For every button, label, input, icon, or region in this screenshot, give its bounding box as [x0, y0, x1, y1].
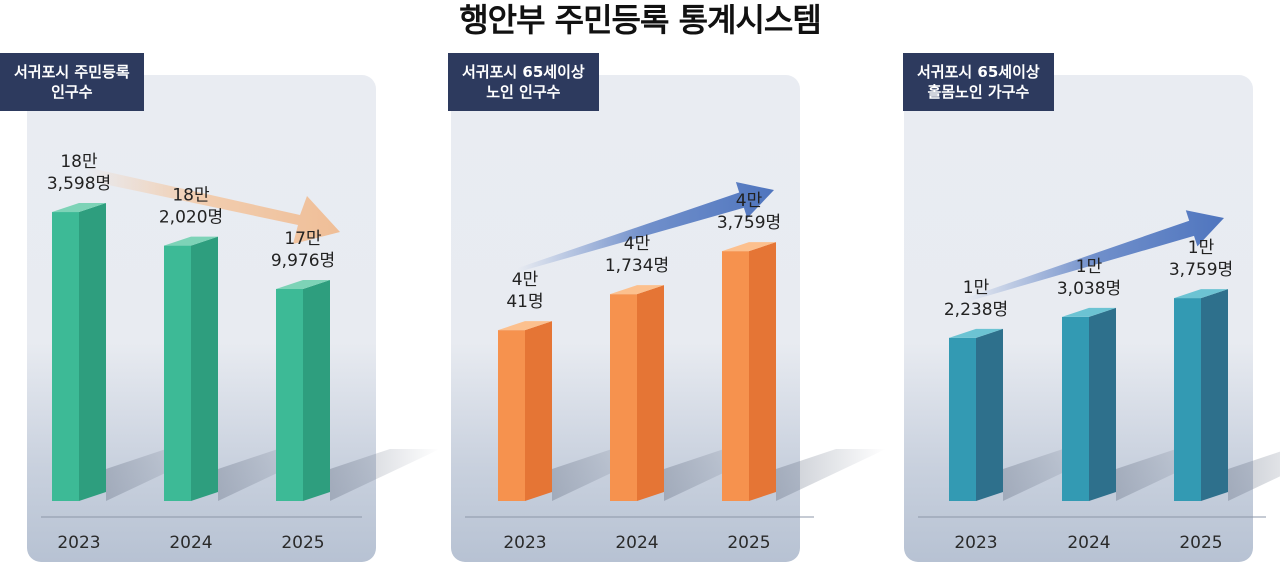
bar-top	[52, 203, 106, 213]
chart-title-line: 서귀포시 65세이상	[462, 63, 585, 81]
bar-front	[1174, 298, 1201, 501]
tick-label: 2025	[281, 533, 324, 553]
bar-side	[749, 242, 776, 501]
data-label: 1,734명	[605, 256, 669, 276]
data-label: 4만	[736, 191, 763, 211]
data-label: 17만	[284, 229, 322, 249]
data-label: 3,038명	[1057, 279, 1121, 299]
trend-arrow-down	[85, 168, 340, 244]
bar-shadow	[1228, 451, 1280, 501]
chart-title-line: 홀몸노인 가구수	[927, 83, 1030, 101]
trend-arrow-up	[965, 210, 1224, 302]
bar-front	[610, 294, 637, 501]
data-label: 4만	[512, 270, 539, 290]
bar-side	[637, 285, 664, 501]
bar-side	[191, 236, 218, 501]
chart-title-line: 인구수	[51, 83, 93, 101]
bar-front	[52, 212, 79, 502]
page-title: 행안부 주민등록 통계시스템	[459, 1, 822, 39]
bar-top	[722, 242, 776, 252]
bar-top	[498, 321, 552, 331]
bar-side	[1089, 307, 1116, 501]
chart-title-line: 서귀포시 65세이상	[917, 63, 1040, 81]
bar-front	[164, 245, 191, 501]
tick-label: 2023	[57, 533, 100, 553]
bar-top	[949, 328, 1003, 338]
chart-title-single-elderly: 서귀포시 65세이상 홀몸노인 가구수	[903, 53, 1054, 111]
tick-label: 2024	[169, 533, 212, 553]
data-label: 41명	[506, 292, 543, 312]
chart-title-population: 서귀포시 주민등록 인구수	[0, 53, 144, 111]
bar-side	[79, 203, 106, 502]
data-label: 3,598명	[47, 174, 111, 194]
data-label: 2,238명	[944, 300, 1008, 320]
bar-shadow	[330, 449, 440, 501]
bar-top	[610, 285, 664, 295]
tick-label: 2024	[1067, 533, 1110, 553]
chart-title-elderly: 서귀포시 65세이상 노인 인구수	[448, 53, 599, 111]
data-label: 18만	[172, 186, 210, 206]
tick-label: 2023	[503, 533, 546, 553]
data-label: 1만	[1188, 238, 1215, 258]
bar-top	[276, 280, 330, 290]
chart-title-line: 서귀포시 주민등록	[14, 63, 130, 81]
tick-label: 2025	[1179, 533, 1222, 553]
data-label: 1만	[963, 278, 990, 298]
data-label: 4만	[624, 234, 651, 254]
data-label: 9,976명	[271, 251, 335, 271]
bar-side	[1201, 289, 1228, 501]
data-label: 3,759명	[717, 213, 781, 233]
chart-title-line: 노인 인구수	[486, 83, 561, 101]
bar-front	[949, 337, 976, 501]
trend-arrow-up	[517, 182, 774, 272]
bar-top	[164, 236, 218, 246]
data-label: 2,020명	[159, 208, 223, 228]
bar-top	[1174, 289, 1228, 299]
bar-top	[1062, 307, 1116, 317]
bar-front	[1062, 316, 1089, 501]
tick-label: 2024	[615, 533, 658, 553]
bar-front	[722, 251, 749, 501]
bar-front	[276, 289, 303, 501]
bar-shadow	[776, 449, 886, 501]
data-label: 3,759명	[1169, 260, 1233, 280]
bar-side	[303, 280, 330, 501]
bar-side	[976, 328, 1003, 501]
data-label: 1만	[1076, 257, 1103, 277]
bar-front	[498, 330, 525, 501]
tick-label: 2025	[727, 533, 770, 553]
data-label: 18만	[60, 152, 98, 172]
tick-label: 2023	[954, 533, 997, 553]
bar-side	[525, 321, 552, 501]
